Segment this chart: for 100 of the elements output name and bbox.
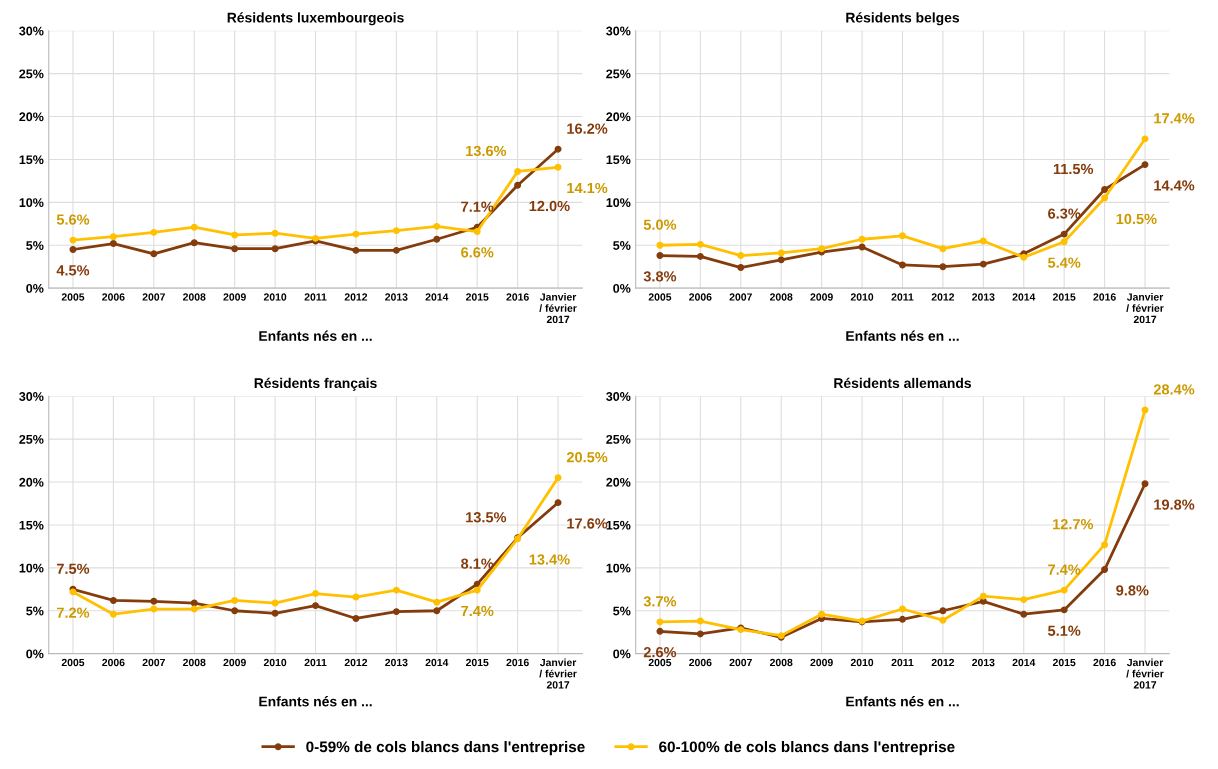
legend-label: 0-59% de cols blancs dans l'entreprise — [306, 741, 585, 756]
data-label: 7.1% — [461, 201, 494, 212]
y-tick-label: 20% — [19, 112, 44, 122]
data-label: 7.5% — [56, 563, 90, 574]
x-tick-label: 2008 — [183, 658, 206, 667]
y-tick-label: 20% — [606, 112, 631, 122]
data-label: 5.6% — [56, 214, 90, 225]
y-tick-label: 5% — [26, 241, 44, 250]
x-tick-label: 2008 — [183, 293, 206, 301]
x-tick-label: 2005 — [61, 293, 85, 301]
data-label: 9.8% — [1116, 585, 1149, 596]
legend-label: 60-100% de cols blancs dans l'entreprise — [659, 741, 955, 756]
x-tick-label: 2012 — [931, 293, 955, 301]
x-tick-label: 2014 — [425, 293, 449, 301]
y-tick-label: 20% — [19, 477, 44, 487]
y-tick-label: 15% — [606, 155, 631, 165]
y-tick-label: 25% — [606, 434, 631, 444]
y-tick-label: 0% — [613, 283, 631, 293]
data-label: 17.4% — [1154, 113, 1195, 124]
y-tick-label: 0% — [613, 649, 631, 659]
x-tick-label: 2016 — [506, 658, 529, 667]
x-tick-label: 2010 — [263, 293, 287, 301]
x-tick-label: 2006 — [689, 293, 712, 301]
y-tick-label: 15% — [19, 155, 44, 165]
x-tick-label: Janvier / février 2017 — [539, 293, 577, 324]
x-tick-label: Janvier / février 2017 — [1126, 293, 1164, 324]
y-tick-label: 20% — [606, 477, 631, 487]
chart-title: Résidents français — [254, 377, 377, 391]
x-tick-label: 2012 — [344, 658, 368, 667]
x-tick-label: 2009 — [223, 658, 246, 667]
x-tick-label: 2006 — [102, 658, 125, 667]
y-tick-label: 30% — [19, 26, 44, 36]
x-tick-label: 2009 — [810, 293, 833, 301]
x-tick-label: 2012 — [344, 293, 368, 301]
data-label: 7.4% — [461, 605, 494, 617]
y-tick-label: 5% — [26, 606, 44, 616]
y-tick-label: 30% — [19, 392, 44, 401]
data-label: 14.4% — [1154, 180, 1195, 191]
x-tick-label: 2014 — [1012, 658, 1036, 667]
x-tick-label: 2007 — [142, 658, 165, 667]
y-tick-label: 5% — [613, 606, 631, 616]
data-label: 20.5% — [566, 452, 608, 463]
x-tick-label: 2010 — [850, 293, 874, 301]
x-axis-title: Enfants nés en ... — [259, 696, 372, 707]
chart-title: Résidents luxembourgeois — [227, 12, 404, 26]
x-axis-title: Enfants nés en ... — [846, 696, 959, 707]
x-tick-label: 2013 — [972, 658, 995, 667]
x-axis-title: Enfants nés en ... — [259, 330, 372, 341]
y-tick-label: 30% — [606, 392, 631, 401]
data-label: 5.1% — [1048, 625, 1081, 636]
data-label: 2.6% — [643, 647, 677, 658]
x-tick-label: 2008 — [769, 658, 793, 667]
chart-title: Résidents belges — [846, 12, 960, 26]
data-label: 7.2% — [56, 607, 90, 618]
x-tick-label: 2012 — [931, 658, 955, 667]
x-tick-label: 2011 — [304, 293, 327, 301]
data-label: 17.6% — [567, 518, 608, 529]
x-tick-label: 2016 — [1093, 658, 1116, 667]
y-tick-label: 15% — [19, 520, 44, 530]
x-tick-label: 2011 — [891, 293, 914, 301]
x-tick-label: 2009 — [810, 658, 833, 667]
x-tick-label: 2016 — [1093, 293, 1116, 301]
x-tick-label: 2006 — [102, 293, 125, 301]
x-tick-label: 2011 — [304, 658, 327, 667]
data-label: 13.6% — [466, 145, 507, 157]
x-tick-label: 2013 — [385, 293, 408, 301]
x-tick-label: 2013 — [385, 658, 408, 667]
data-label: 5.4% — [1048, 257, 1081, 268]
data-label: 8.1% — [461, 558, 494, 569]
data-label: 4.5% — [56, 265, 90, 276]
x-tick-label: Janvier / février 2017 — [1126, 658, 1164, 689]
x-tick-label: 2015 — [465, 293, 489, 301]
x-tick-label: 2008 — [769, 293, 793, 301]
data-label: 3.8% — [643, 271, 677, 282]
y-tick-label: 15% — [606, 520, 631, 530]
x-axis-title: Enfants nés en ... — [846, 330, 959, 341]
y-tick-label: 25% — [606, 69, 631, 79]
data-label: 13.4% — [529, 554, 570, 565]
y-tick-label: 10% — [19, 563, 44, 573]
x-tick-label: 2015 — [1052, 658, 1076, 667]
data-label: 12.7% — [1053, 518, 1094, 530]
x-tick-label: 2015 — [1052, 293, 1076, 301]
x-tick-label: 2013 — [972, 293, 995, 301]
x-tick-label: 2010 — [263, 658, 287, 667]
x-tick-label: 2010 — [850, 658, 874, 667]
x-tick-label: 2016 — [506, 293, 529, 301]
y-tick-label: 0% — [26, 283, 44, 293]
data-label: 12.0% — [529, 200, 570, 212]
y-tick-label: 10% — [606, 563, 631, 573]
data-label: 13.5% — [466, 512, 507, 523]
x-tick-label: 2006 — [689, 658, 712, 667]
y-tick-label: 25% — [19, 69, 44, 79]
x-tick-label: Janvier / février 2017 — [539, 658, 577, 689]
data-label: 6.6% — [461, 247, 494, 258]
data-label: 16.2% — [567, 123, 608, 134]
x-tick-label: 2007 — [729, 293, 752, 301]
y-tick-label: 0% — [26, 649, 44, 659]
x-tick-label: 2005 — [61, 658, 85, 667]
x-tick-label: 2007 — [142, 293, 165, 301]
y-tick-label: 10% — [606, 198, 631, 208]
